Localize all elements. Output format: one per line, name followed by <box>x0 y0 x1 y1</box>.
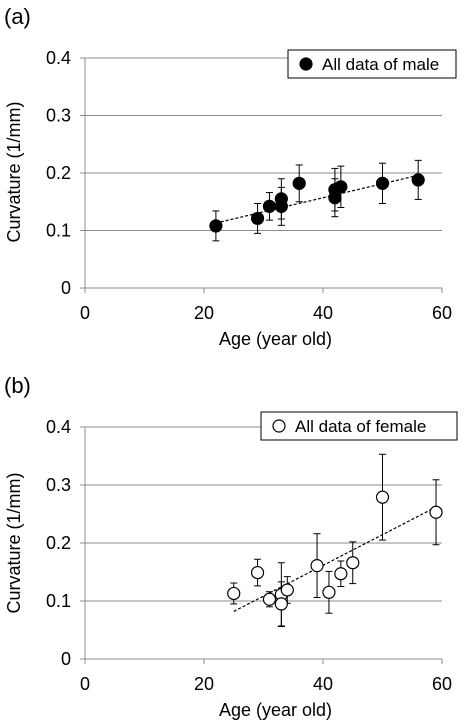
y-tick-label: 0.4 <box>46 48 71 68</box>
panel-label: (a) <box>4 4 31 29</box>
data-point <box>429 505 443 519</box>
y-axis-title: Curvature (1/mm) <box>4 101 24 242</box>
y-tick-label: 0.4 <box>46 417 71 437</box>
data-point <box>292 176 306 190</box>
y-tick-label: 0.2 <box>46 533 71 553</box>
legend-marker <box>272 419 286 433</box>
panel-label: (b) <box>4 373 31 398</box>
y-tick-label: 0.1 <box>46 591 71 611</box>
data-point <box>328 191 342 205</box>
legend-label: All data of female <box>295 417 426 436</box>
x-tick-label: 40 <box>313 674 333 694</box>
legend: All data of male <box>287 49 457 79</box>
x-axis-title: Age (year old) <box>219 329 332 349</box>
data-point <box>274 199 288 213</box>
data-point <box>250 211 265 226</box>
y-tick-label: 0.1 <box>46 221 71 241</box>
data-point <box>334 567 348 581</box>
legend-box <box>260 411 458 441</box>
data-point <box>262 592 277 606</box>
x-tick-label: 60 <box>432 303 452 323</box>
x-tick-label: 0 <box>80 674 90 694</box>
data-point <box>250 565 265 580</box>
y-tick-label: 0.3 <box>46 475 71 495</box>
data-point <box>322 585 336 599</box>
y-tick-label: 0 <box>61 649 71 669</box>
data-point <box>346 556 360 570</box>
x-tick-label: 0 <box>80 303 90 323</box>
y-tick-label: 0 <box>61 278 71 298</box>
data-point <box>262 199 277 213</box>
data-point <box>375 176 390 190</box>
data-point <box>334 180 348 194</box>
legend-marker <box>299 57 313 71</box>
x-tick-label: 60 <box>432 674 452 694</box>
x-tick-label: 20 <box>194 674 214 694</box>
x-tick-label: 40 <box>313 303 333 323</box>
y-tick-label: 0.2 <box>46 163 71 183</box>
chart-panel-0: (a) 0 0.1 0.2 0.3 0.4 0 20 40 60 Age (year old) Cur… <box>4 4 457 349</box>
data-point <box>310 559 324 573</box>
data-point <box>375 490 390 504</box>
x-axis-title: Age (year old) <box>219 700 332 720</box>
legend-label: All data of male <box>322 55 439 74</box>
data-point <box>274 597 288 611</box>
data-point <box>227 586 241 601</box>
data-point <box>209 219 223 233</box>
legend-box <box>287 49 457 79</box>
data-point <box>280 583 294 597</box>
data-point <box>411 173 425 187</box>
y-axis-title: Curvature (1/mm) <box>4 472 24 613</box>
y-tick-label: 0.3 <box>46 106 71 126</box>
chart-panel-1: (b) 0 0.1 0.2 0.3 0.4 0 20 40 60 Age (year old) Cur… <box>4 373 458 720</box>
legend: All data of female <box>260 411 458 441</box>
x-tick-label: 20 <box>194 303 214 323</box>
